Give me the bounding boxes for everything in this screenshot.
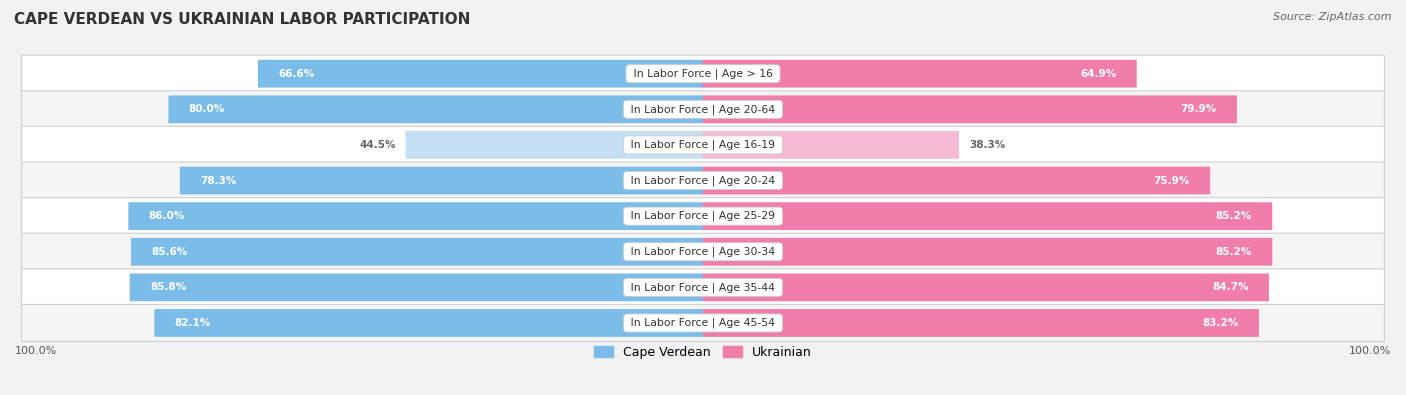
Text: In Labor Force | Age > 16: In Labor Force | Age > 16 — [630, 68, 776, 79]
Text: 85.8%: 85.8% — [150, 282, 186, 292]
Text: In Labor Force | Age 20-24: In Labor Force | Age 20-24 — [627, 175, 779, 186]
FancyBboxPatch shape — [21, 198, 1385, 235]
FancyBboxPatch shape — [131, 238, 703, 266]
FancyBboxPatch shape — [128, 202, 703, 230]
Text: 78.3%: 78.3% — [200, 175, 236, 186]
FancyBboxPatch shape — [21, 126, 1385, 164]
Text: 85.6%: 85.6% — [152, 247, 187, 257]
Text: In Labor Force | Age 35-44: In Labor Force | Age 35-44 — [627, 282, 779, 293]
FancyBboxPatch shape — [257, 60, 703, 88]
FancyBboxPatch shape — [703, 309, 1258, 337]
Text: In Labor Force | Age 20-64: In Labor Force | Age 20-64 — [627, 104, 779, 115]
Text: 64.9%: 64.9% — [1080, 69, 1116, 79]
Text: 83.2%: 83.2% — [1202, 318, 1239, 328]
FancyBboxPatch shape — [405, 131, 703, 159]
FancyBboxPatch shape — [703, 96, 1237, 123]
Text: 100.0%: 100.0% — [15, 346, 58, 356]
FancyBboxPatch shape — [129, 273, 703, 301]
FancyBboxPatch shape — [703, 238, 1272, 266]
FancyBboxPatch shape — [169, 96, 703, 123]
FancyBboxPatch shape — [703, 60, 1136, 88]
Text: CAPE VERDEAN VS UKRAINIAN LABOR PARTICIPATION: CAPE VERDEAN VS UKRAINIAN LABOR PARTICIP… — [14, 12, 471, 27]
Text: In Labor Force | Age 16-19: In Labor Force | Age 16-19 — [627, 140, 779, 150]
FancyBboxPatch shape — [180, 167, 703, 194]
FancyBboxPatch shape — [703, 131, 959, 159]
Text: In Labor Force | Age 30-34: In Labor Force | Age 30-34 — [627, 246, 779, 257]
Legend: Cape Verdean, Ukrainian: Cape Verdean, Ukrainian — [589, 340, 817, 363]
FancyBboxPatch shape — [21, 305, 1385, 342]
FancyBboxPatch shape — [21, 91, 1385, 128]
FancyBboxPatch shape — [703, 202, 1272, 230]
Text: 66.6%: 66.6% — [278, 69, 315, 79]
Text: 86.0%: 86.0% — [149, 211, 184, 221]
FancyBboxPatch shape — [703, 167, 1211, 194]
Text: 82.1%: 82.1% — [174, 318, 211, 328]
Text: In Labor Force | Age 25-29: In Labor Force | Age 25-29 — [627, 211, 779, 221]
Text: 100.0%: 100.0% — [1348, 346, 1391, 356]
Text: 85.2%: 85.2% — [1216, 211, 1253, 221]
Text: Source: ZipAtlas.com: Source: ZipAtlas.com — [1274, 12, 1392, 22]
Text: 44.5%: 44.5% — [360, 140, 395, 150]
FancyBboxPatch shape — [155, 309, 703, 337]
Text: 85.2%: 85.2% — [1216, 247, 1253, 257]
FancyBboxPatch shape — [21, 55, 1385, 92]
FancyBboxPatch shape — [21, 162, 1385, 199]
Text: In Labor Force | Age 45-54: In Labor Force | Age 45-54 — [627, 318, 779, 328]
Text: 80.0%: 80.0% — [188, 104, 225, 114]
Text: 79.9%: 79.9% — [1181, 104, 1216, 114]
Text: 84.7%: 84.7% — [1212, 282, 1249, 292]
FancyBboxPatch shape — [703, 273, 1270, 301]
Text: 38.3%: 38.3% — [969, 140, 1005, 150]
FancyBboxPatch shape — [21, 269, 1385, 306]
Text: 75.9%: 75.9% — [1154, 175, 1189, 186]
FancyBboxPatch shape — [21, 233, 1385, 270]
